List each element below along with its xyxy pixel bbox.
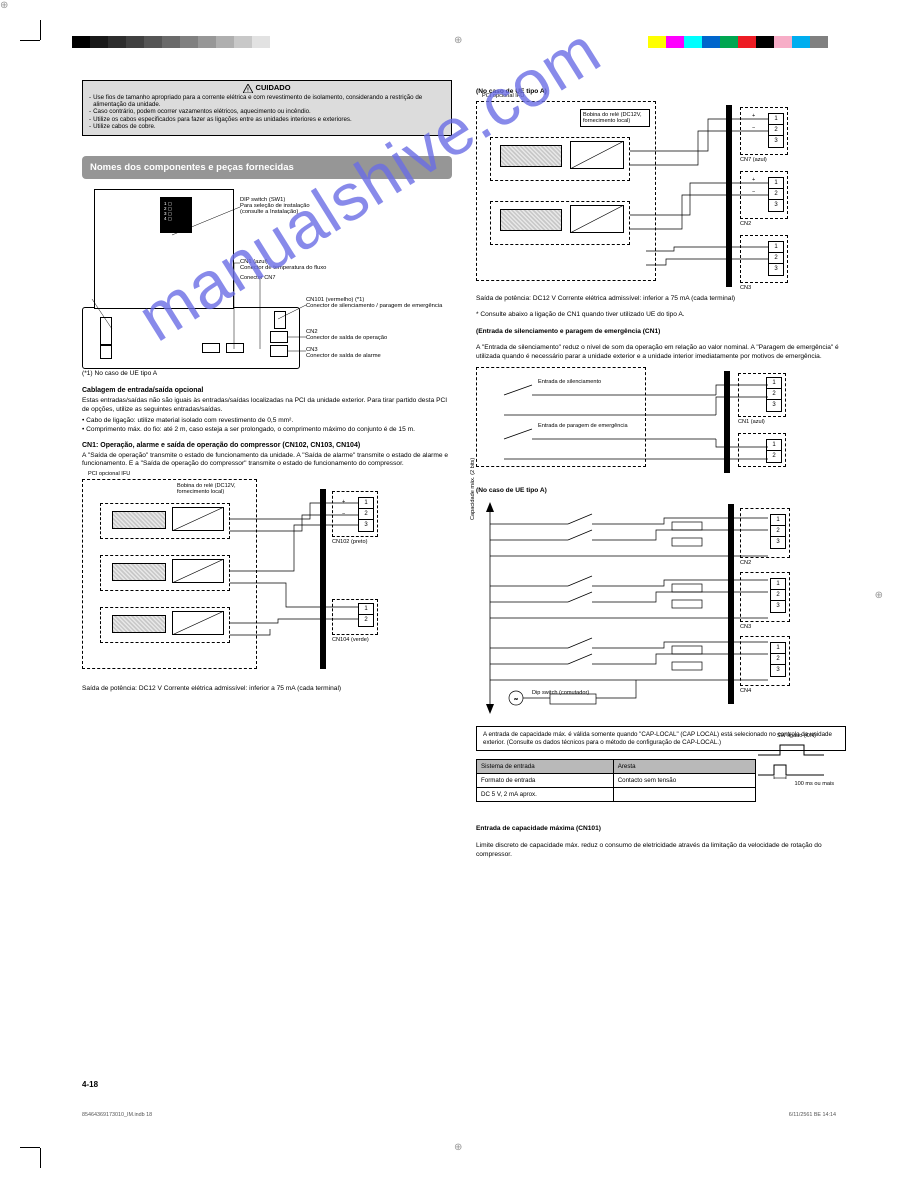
heading-ue-a: (No caso de UE tipo A) — [476, 88, 846, 97]
caution-line: Use fios de tamanho apropriado para a co… — [89, 94, 445, 109]
caution-title: CUIDADO — [256, 83, 291, 92]
caution-lines: Use fios de tamanho apropriado para a co… — [89, 94, 445, 131]
label-cn3r: CN3 — [740, 285, 751, 291]
subhead-1: Cablagem de entrada/saída opcional — [82, 386, 452, 395]
signal-icon — [756, 761, 826, 779]
label-cn7: CN7 (azul) — [740, 157, 767, 163]
wiring-diagram-4: ~ Dip switch (comutador) 123 CN2 123 CN3… — [476, 500, 846, 720]
label-relay: Bobina do relé (DC12V, fornecimento loca… — [177, 483, 253, 495]
label-sw-on: SW ligado (ON) — [777, 733, 816, 739]
label-pcb: PCI opcional IFU — [88, 471, 130, 477]
caution-heading: ! CUIDADO — [89, 83, 445, 93]
spec-table: Sistema de entrada Aresta Formato de ent… — [476, 759, 756, 802]
spec-td3: DC 5 V, 2 mA aprox. — [477, 788, 614, 802]
body-text-1: Cablagem de entrada/saída opcional Estas… — [82, 386, 452, 469]
registration-mark-icon: ⊕ — [875, 590, 883, 601]
page: ⊕ ⊕ ⊕ ⊕ manualshive.com ! CUIDADO Use fi… — [0, 0, 918, 1188]
footer-timestamp: 6/11/2561 BE 14:14 — [789, 1112, 836, 1118]
note-a: * Consulte abaixo a ligação de CN1 quand… — [476, 311, 846, 320]
label-cn7: Conector CN7 — [240, 275, 390, 281]
spec-td4 — [613, 788, 755, 802]
label-cn3b: CN3 — [740, 624, 751, 630]
label-cn101: CN101 (vermelho) (*1)Conector de silenci… — [306, 297, 456, 310]
svg-text:~: ~ — [514, 697, 518, 703]
para-2: A "Saída de operação" transmite o estado… — [82, 452, 452, 469]
wiring-diagram-3: Entrada de silenciamento Entrada de para… — [476, 367, 846, 477]
wiring1-spec: Saída de potência: DC12 V Corrente elétr… — [82, 685, 452, 694]
section-header: Nomes dos componentes e peças fornecidas — [82, 156, 452, 179]
label-cn3: CN3Conector de saída de alarme — [306, 347, 456, 360]
note-star: (*1) No caso de UE tipo A — [82, 370, 452, 379]
left-column: ! CUIDADO Use fios de tamanho apropriado… — [82, 80, 452, 693]
spec-td1: Formato de entrada — [477, 774, 614, 788]
registration-mark-icon: ⊕ — [454, 35, 462, 46]
label-100ms: 100 ms ou mais — [795, 781, 834, 787]
svg-text:!: ! — [248, 87, 250, 93]
wiring-diagram-2: PCI opcional IFU Bobina do relé (DC12V, … — [476, 101, 846, 291]
label-dipnote: Dip switch (comutador) — [532, 690, 589, 696]
label-capmax: Capacidade máx. (2 bits) — [470, 440, 476, 520]
crop-mark — [40, 20, 41, 40]
right-column: (No caso de UE tipo A) PCI opcional IFU … — [476, 80, 846, 859]
label-cn2r: CN2 — [740, 221, 751, 227]
heading-b1: (Entrada de silenciamento e paragem de e… — [476, 328, 846, 337]
label-pcb2: PCI opcional IFU — [482, 93, 524, 99]
para-1: Estas entradas/saídas não são iguais às … — [82, 397, 452, 414]
footer-filename: 85464369173010_IM.indb 18 — [82, 1112, 152, 1118]
pcb-diagram: 1 ▢2 ▢3 ▢4 ▢ DIP switch (SW1)Para seleçã… — [82, 189, 452, 364]
label-dip: DIP switch (SW1)Para seleção de instalaç… — [240, 197, 390, 216]
registration-mark-icon: ⊕ — [0, 0, 8, 11]
caution-box: ! CUIDADO Use fios de tamanho apropriado… — [82, 80, 452, 136]
spec-th1: Sistema de entrada — [477, 760, 614, 774]
warning-icon: ! — [243, 84, 253, 93]
label-emerg: Entrada de paragem de emergência — [538, 423, 628, 429]
caution-line: Utilize cabos de cobre. — [89, 123, 445, 130]
subhead-2: CN1: Operação, alarme e saída de operaçã… — [82, 441, 452, 450]
registration-mark-icon: ⊕ — [454, 1142, 462, 1153]
heading-b2: (No caso de UE tipo A) — [476, 487, 846, 496]
label-relay2: Bobina do relé (DC12V, fornecimento loca… — [583, 112, 649, 124]
label-cn102: CN102 (preto) — [332, 539, 367, 545]
label-cn104: CN104 (verde) — [332, 637, 369, 643]
spec-a: Saída de potência: DC12 V Corrente elétr… — [476, 295, 846, 304]
extra-para: Limite discreto de capacidade máx. reduz… — [476, 842, 846, 859]
caution-line: Caso contrário, podem ocorrer vazamentos… — [89, 108, 445, 115]
label-cn1b: CN1 (azul) — [738, 419, 765, 425]
crop-mark — [20, 1147, 40, 1148]
page-number: 4-18 — [82, 1080, 98, 1089]
spec-td2: Contacto sem tensão — [613, 774, 755, 788]
signal-icon — [756, 741, 826, 759]
signal-spec-block: SW ligado (ON) 100 ms ou mais Sistema de… — [476, 759, 846, 819]
label-cn2: CN2Conector de saída de operação — [306, 329, 456, 342]
grayscale-bar — [72, 36, 288, 48]
bullet-1: Cabo de ligação: utilize material isolad… — [86, 417, 293, 424]
wiring-diagram-left: PCI opcional IFU Bobina do relé (DC12V, … — [82, 479, 452, 679]
label-silence: Entrada de silenciamento — [538, 379, 601, 385]
label-cn2b: CN2 — [740, 560, 751, 566]
extra-head: Entrada de capacidade máxima (CN101) — [476, 825, 846, 834]
spec-th2: Aresta — [613, 760, 755, 774]
crop-mark — [40, 1148, 41, 1168]
color-bar — [648, 36, 846, 48]
bullet-2: Comprimento máx. do fio: até 2 m, caso e… — [86, 426, 415, 433]
caution-line: Utilize os cabos especificados para faze… — [89, 116, 445, 123]
label-cn4b: CN4 — [740, 688, 751, 694]
para-b1: A "Entrada de silenciamento" reduz o nív… — [476, 344, 846, 361]
crop-mark — [20, 40, 40, 41]
label-cn1: CN1 (azul)Conector de temperatura do flu… — [240, 259, 390, 272]
